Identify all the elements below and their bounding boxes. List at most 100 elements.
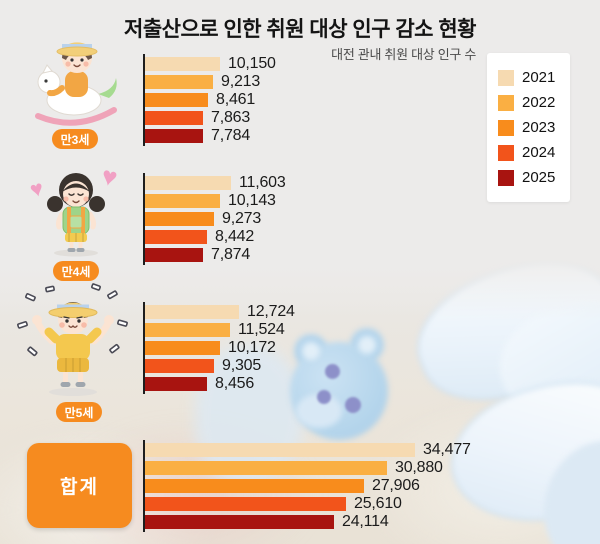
bar-value-g0-2021: 10,150 — [228, 55, 276, 72]
legend-rows: 2021 2022 2023 2024 2025 — [487, 65, 570, 190]
axis-line — [143, 440, 145, 532]
bar-g1-2021 — [145, 176, 231, 190]
bar-row-g2-2025: 8,456 — [145, 375, 295, 392]
axis-line — [143, 54, 145, 146]
age4-badge: 만4세 — [53, 261, 99, 281]
teddy-bear-ear-inner — [358, 336, 376, 354]
bar-value-g0-2022: 9,213 — [221, 73, 261, 90]
axis-line — [143, 302, 145, 394]
bar-group-age4: 11,603 10,143 9,273 8,442 7,874 — [143, 173, 286, 266]
bar-value-g1-2022: 10,143 — [228, 192, 276, 209]
bar-g3-2023 — [145, 479, 364, 493]
photo-top-fade — [0, 250, 600, 320]
bar-row-g3-2021: 34,477 — [145, 441, 471, 458]
bar-g0-2024 — [145, 111, 203, 125]
bar-g1-2022 — [145, 194, 220, 208]
bar-row-g3-2024: 25,610 — [145, 495, 471, 512]
teddy-bear-eye — [325, 364, 340, 379]
legend-label-2023: 2023 — [522, 119, 556, 136]
legend-swatch-2021 — [498, 69, 514, 86]
bar-value-g0-2023: 8,461 — [216, 91, 256, 108]
bar-value-g1-2021: 11,603 — [239, 174, 286, 191]
bar-value-g2-2023: 10,172 — [228, 339, 276, 356]
bar-g2-2025 — [145, 377, 207, 391]
age3-badge: 만3세 — [52, 129, 98, 149]
bar-row-g1-2022: 10,143 — [145, 192, 286, 209]
bar-g0-2021 — [145, 57, 220, 71]
legend-swatch-2025 — [498, 169, 514, 186]
teddy-bear-ear-inner — [302, 342, 320, 360]
teddy-bear-eye — [317, 390, 331, 404]
bar-g0-2022 — [145, 75, 213, 89]
legend-label-2022: 2022 — [522, 94, 556, 111]
bar-row-g1-2023: 9,273 — [145, 210, 286, 227]
bar-g3-2022 — [145, 461, 387, 475]
page-title: 저출산으로 인한 취원 대상 인구 감소 현황 — [124, 18, 476, 41]
bar-row-g1-2021: 11,603 — [145, 174, 286, 191]
bar-g1-2023 — [145, 212, 214, 226]
bar-g1-2025 — [145, 248, 203, 262]
bar-g3-2021 — [145, 443, 415, 457]
legend-row-2025: 2025 — [487, 165, 570, 190]
bar-value-g2-2024: 9,305 — [222, 357, 262, 374]
bar-value-g0-2025: 7,784 — [211, 127, 251, 144]
bar-row-g2-2021: 12,724 — [145, 303, 295, 320]
bar-row-g3-2022: 30,880 — [145, 459, 471, 476]
legend-swatch-2024 — [498, 144, 514, 161]
bar-value-g3-2022: 30,880 — [395, 459, 443, 476]
bar-row-g0-2025: 7,784 — [145, 127, 276, 144]
legend-label-2025: 2025 — [522, 169, 556, 186]
bar-group-age3: 10,150 9,213 8,461 7,863 7,784 — [143, 54, 276, 147]
bar-value-g1-2025: 7,874 — [211, 246, 251, 263]
bar-value-g2-2025: 8,456 — [215, 375, 255, 392]
bar-value-g3-2025: 24,114 — [342, 513, 389, 530]
bar-value-g1-2024: 8,442 — [215, 228, 255, 245]
bar-row-g0-2022: 9,213 — [145, 73, 276, 90]
age4-girl-hearts-illustration: ♥ ♥ — [27, 160, 120, 257]
legend-row-2023: 2023 — [487, 115, 570, 140]
bar-row-g2-2022: 11,524 — [145, 322, 295, 338]
bar-value-g2-2021: 12,724 — [247, 303, 295, 320]
age3-child-rocking-horse-illustration — [35, 42, 117, 126]
legend-row-2024: 2024 — [487, 140, 570, 165]
svg-text:♥: ♥ — [99, 160, 120, 193]
total-label-box: 합계 — [27, 443, 132, 528]
bar-g0-2025 — [145, 129, 203, 143]
bar-g2-2021 — [145, 305, 239, 319]
bar-row-g0-2023: 8,461 — [145, 91, 276, 108]
bar-value-g3-2024: 25,610 — [354, 495, 402, 512]
bar-g3-2024 — [145, 497, 346, 511]
bar-row-g0-2021: 10,150 — [145, 55, 276, 72]
legend-label-2024: 2024 — [522, 144, 556, 161]
teddy-bear-nose — [345, 397, 361, 413]
bar-row-g3-2025: 24,114 — [145, 513, 471, 530]
bar-row-g2-2024: 9,305 — [145, 357, 295, 374]
bar-g2-2022 — [145, 323, 230, 337]
age5-boy-confetti-illustration — [17, 283, 128, 396]
bar-g2-2023 — [145, 341, 220, 355]
legend-row-2022: 2022 — [487, 90, 570, 115]
legend-label-2021: 2021 — [522, 69, 556, 86]
bar-row-g3-2023: 27,906 — [145, 477, 471, 494]
age5-badge: 만5세 — [56, 402, 102, 422]
bar-g3-2025 — [145, 515, 334, 529]
bar-g1-2024 — [145, 230, 207, 244]
bar-group-age5: 12,724 11,524 10,172 9,305 8,456 — [143, 302, 295, 395]
bar-row-g0-2024: 7,863 — [145, 109, 276, 126]
bar-row-g1-2024: 8,442 — [145, 228, 286, 245]
bar-row-g2-2023: 10,172 — [145, 339, 295, 356]
bar-value-g3-2023: 27,906 — [372, 477, 420, 494]
axis-line — [143, 173, 145, 265]
legend: 2021 2022 2023 2024 2025 — [487, 53, 570, 202]
legend-row-2021: 2021 — [487, 65, 570, 90]
legend-swatch-2023 — [498, 119, 514, 136]
bar-g0-2023 — [145, 93, 208, 107]
bar-group-total: 34,477 30,880 27,906 25,610 24,114 — [143, 440, 471, 533]
bar-value-g3-2021: 34,477 — [423, 441, 471, 458]
bar-value-g0-2024: 7,863 — [211, 109, 251, 126]
legend-swatch-2022 — [498, 94, 514, 111]
bar-value-g1-2023: 9,273 — [222, 210, 262, 227]
chart-subtitle: 대전 관내 취원 대상 인구 수 — [331, 47, 476, 62]
bar-g2-2024 — [145, 359, 214, 373]
